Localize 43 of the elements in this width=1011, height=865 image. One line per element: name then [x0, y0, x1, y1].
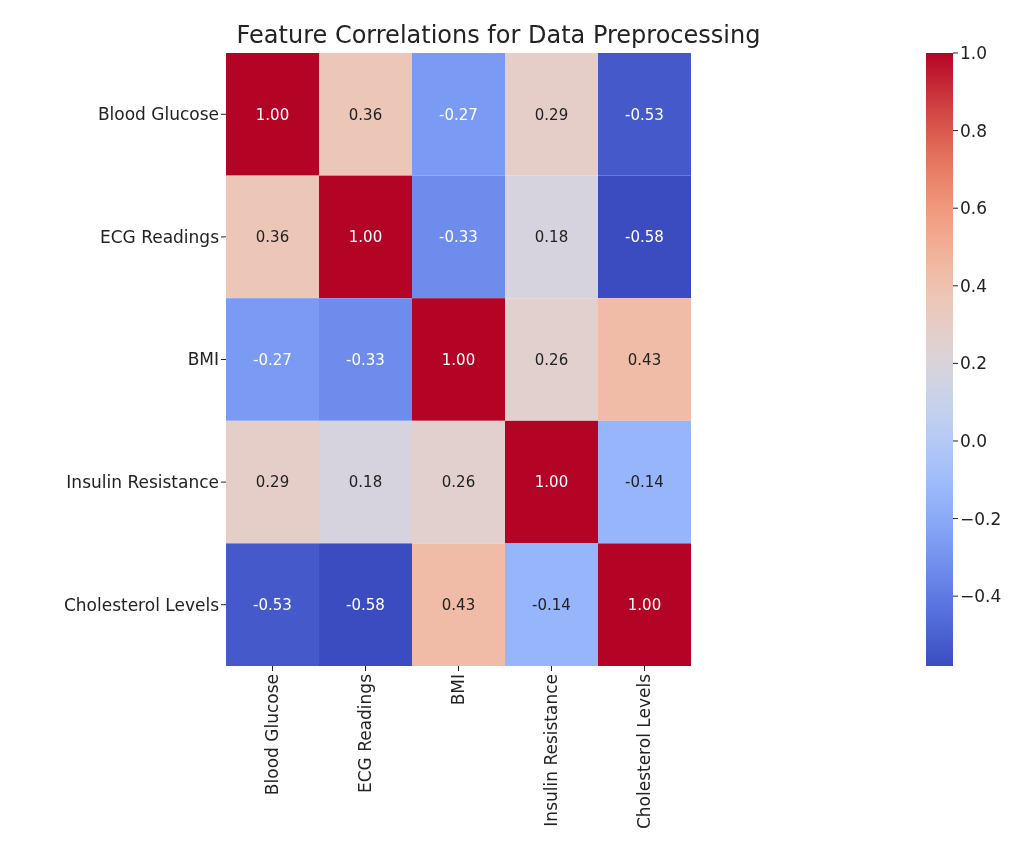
- color-bar-label: 0.6: [960, 198, 988, 219]
- color-bar-label: −0.4: [960, 586, 1002, 607]
- data-label: -0.33: [439, 228, 478, 247]
- data-label: -0.58: [625, 228, 664, 247]
- data-label: 1.00: [255, 105, 290, 124]
- x-tick-label: BMI: [448, 674, 469, 706]
- data-label: -0.58: [346, 595, 385, 614]
- y-tick-label: Cholesterol Levels: [63, 594, 220, 615]
- data-label: 0.43: [441, 595, 476, 614]
- data-label: 0.26: [441, 473, 476, 492]
- data-label: -0.53: [625, 105, 664, 124]
- data-label: 0.36: [255, 228, 290, 247]
- chart-title: Feature Correlations for Data Preprocessing: [236, 21, 761, 49]
- data-label: 0.43: [627, 350, 662, 369]
- data-label: 1.00: [627, 595, 662, 614]
- x-tick-label: Insulin Resistance: [541, 674, 562, 827]
- data-label: 1.00: [534, 473, 569, 492]
- data-label: -0.27: [439, 105, 478, 124]
- x-tick-label: ECG Readings: [355, 673, 376, 794]
- data-label: 1.00: [348, 228, 383, 247]
- data-label: -0.27: [253, 350, 292, 369]
- data-label: 0.29: [534, 105, 569, 124]
- color-bar-label: 0.2: [960, 353, 988, 374]
- data-label: 0.36: [348, 105, 383, 124]
- data-label: 0.18: [348, 473, 383, 492]
- y-tick-label: ECG Readings: [99, 226, 220, 247]
- x-tick-label: Cholesterol Levels: [634, 673, 655, 830]
- data-label: -0.14: [532, 595, 571, 614]
- data-label: -0.14: [625, 473, 664, 492]
- data-label: -0.53: [253, 595, 292, 614]
- y-tick-label: Blood Glucose: [97, 104, 219, 125]
- color-bar-label: −0.2: [960, 508, 1002, 529]
- color-bar-label: 1.0: [960, 42, 988, 63]
- data-label: 0.18: [534, 228, 569, 247]
- color-bar-label: 0.0: [960, 430, 988, 451]
- y-tick-label: Insulin Resistance: [66, 472, 219, 493]
- color-bar-label: 0.8: [960, 120, 988, 141]
- color-bar-label: 0.4: [960, 275, 988, 296]
- data-label: 0.29: [255, 473, 290, 492]
- data-label: 1.00: [441, 350, 476, 369]
- y-tick-label: BMI: [187, 349, 219, 370]
- data-label: 0.26: [534, 350, 569, 369]
- data-label: -0.33: [346, 350, 385, 369]
